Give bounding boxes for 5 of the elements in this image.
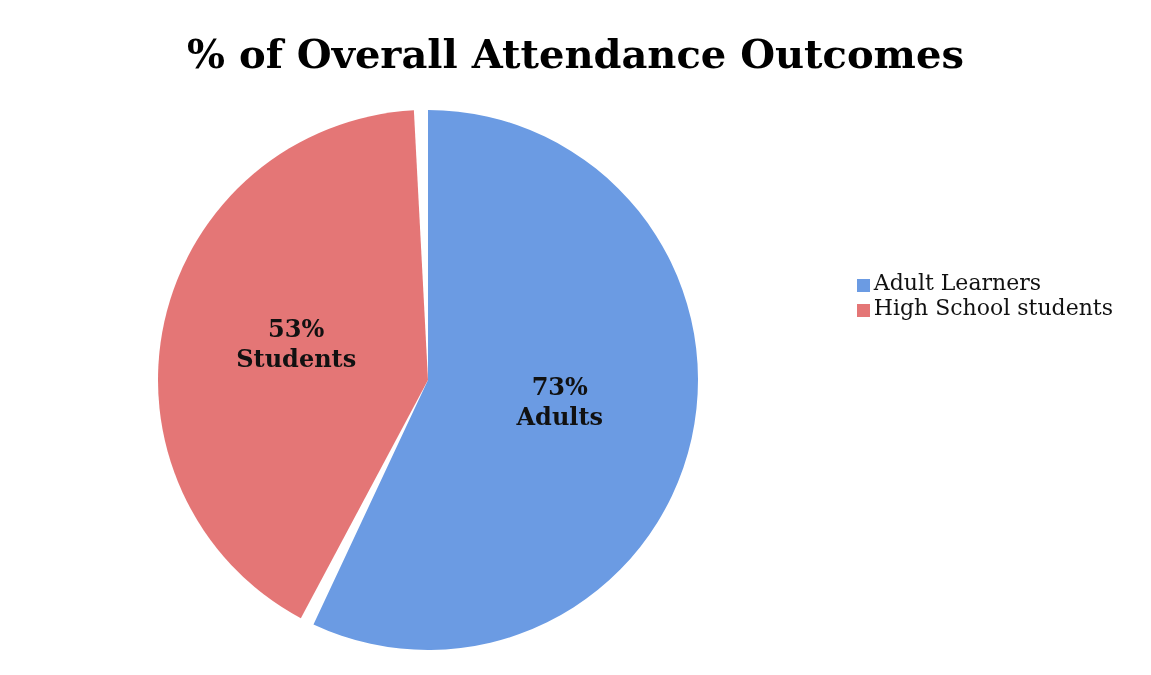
data-label: 53% Students <box>236 313 357 373</box>
legend-label: Adult Learners <box>873 270 1042 295</box>
legend-label: High School students <box>873 295 1113 320</box>
chart-title: % of Overall Attendance Outcomes <box>186 29 965 79</box>
data-label: 73% Adults <box>515 372 604 432</box>
